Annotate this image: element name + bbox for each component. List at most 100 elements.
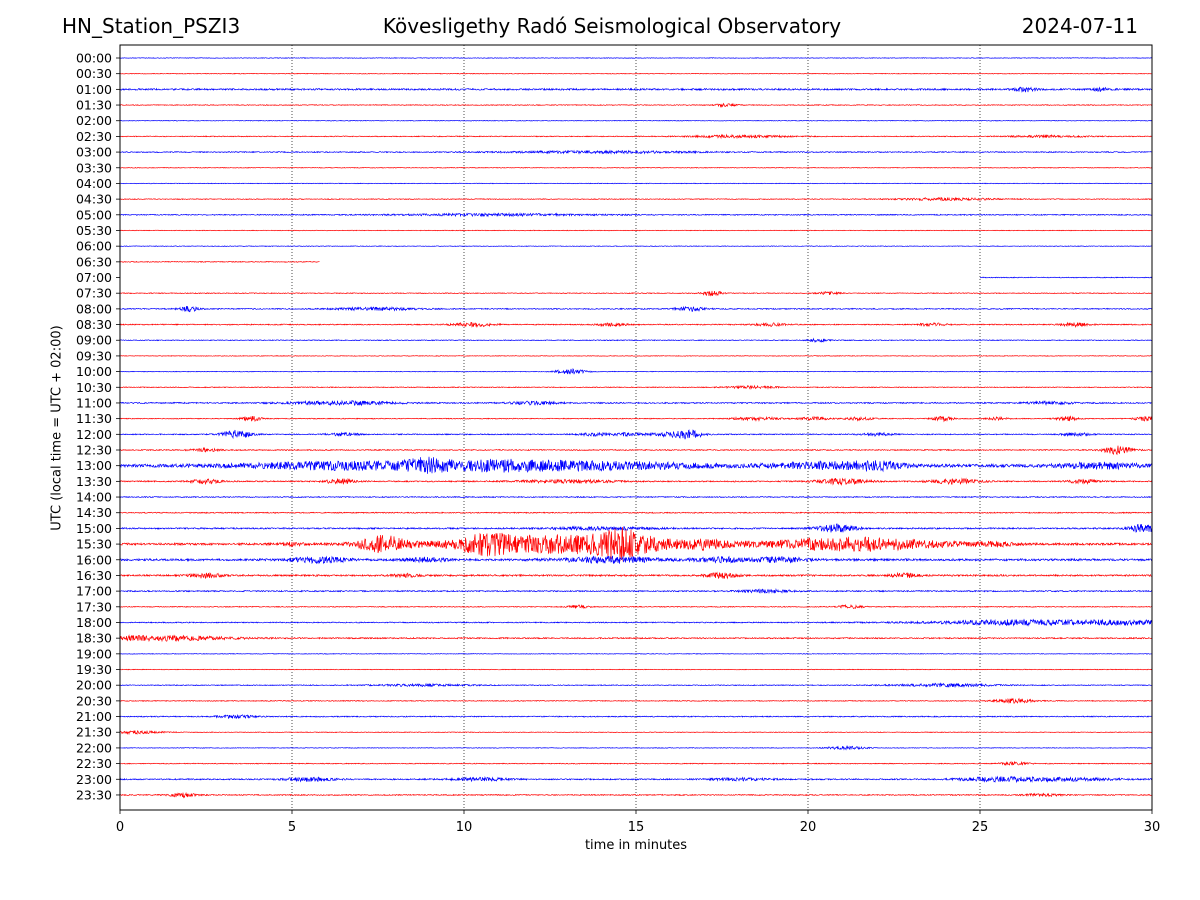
y-tick-label: 08:30 xyxy=(76,317,112,332)
trace-1500 xyxy=(119,523,1153,533)
trace-0000 xyxy=(119,57,1153,59)
trace-1800 xyxy=(119,618,1153,627)
trace-0400 xyxy=(119,182,1153,185)
x-tick-label: 10 xyxy=(456,820,473,835)
trace-0830 xyxy=(120,321,1153,329)
trace-1400 xyxy=(119,495,1153,499)
trace-2100 xyxy=(119,713,1153,720)
y-tick-label: 21:00 xyxy=(76,709,112,724)
x-tick-label: 15 xyxy=(628,820,645,835)
y-tick-label: 15:00 xyxy=(76,521,112,536)
y-tick-label: 06:30 xyxy=(76,254,112,269)
trace-2230 xyxy=(120,760,1153,766)
y-tick-label: 16:30 xyxy=(76,568,112,583)
y-tick-label: 07:00 xyxy=(76,270,112,285)
trace-0600 xyxy=(119,245,1153,247)
grid-lines xyxy=(291,45,981,810)
y-tick-label: 10:00 xyxy=(76,364,112,379)
trace-1900 xyxy=(119,653,1153,655)
trace-1430 xyxy=(119,511,1153,514)
station-name: HN_Station_PSZI3 xyxy=(62,14,241,38)
y-tick-label: 17:00 xyxy=(76,584,112,599)
x-tick-label: 20 xyxy=(800,820,817,835)
x-axis-label: time in minutes xyxy=(584,838,688,853)
trace-1330 xyxy=(119,477,1153,486)
trace-0330 xyxy=(119,166,1153,169)
trace-2200 xyxy=(119,745,1153,751)
y-tick-label: 15:30 xyxy=(76,537,112,552)
trace-0700 xyxy=(979,276,1153,279)
y-tick-label: 10:30 xyxy=(76,380,112,395)
x-tick-label: 25 xyxy=(972,820,989,835)
trace-layer xyxy=(119,57,1153,799)
y-tick-label: 18:30 xyxy=(76,631,112,646)
trace-0800 xyxy=(119,305,1153,313)
trace-1300 xyxy=(119,456,1153,474)
y-tick-label: 04:00 xyxy=(76,176,112,191)
trace-1030 xyxy=(119,384,1153,390)
y-tick-label: 11:30 xyxy=(76,411,112,426)
y-tick-label: 22:30 xyxy=(76,756,112,771)
trace-0730 xyxy=(119,290,1153,297)
y-tick-label: 00:30 xyxy=(76,66,112,81)
trace-0130 xyxy=(119,102,1153,108)
y-tick-label: 13:00 xyxy=(76,458,112,473)
trace-1200 xyxy=(119,429,1153,440)
trace-2130 xyxy=(119,729,1153,736)
y-tick-label: 03:00 xyxy=(76,145,112,160)
y-tick-label: 14:00 xyxy=(76,490,112,505)
y-tick-label: 16:00 xyxy=(76,552,112,567)
trace-1830 xyxy=(119,634,1153,643)
x-tick-label: 0 xyxy=(116,820,124,835)
trace-1930 xyxy=(119,668,1153,671)
y-tick-label: 19:00 xyxy=(76,646,112,661)
trace-1130 xyxy=(119,415,1153,423)
trace-1000 xyxy=(119,367,1153,375)
trace-2330 xyxy=(119,791,1153,799)
y-tick-label: 20:30 xyxy=(76,693,112,708)
y-tick-label: 08:00 xyxy=(76,301,112,316)
y-tick-label: 17:30 xyxy=(76,599,112,614)
y-tick-label: 22:00 xyxy=(76,740,112,755)
trace-0530 xyxy=(119,229,1153,232)
y-tick-label: 09:00 xyxy=(76,333,112,348)
y-tick-label: 02:00 xyxy=(76,113,112,128)
y-tick-label: 05:30 xyxy=(76,223,112,238)
y-tick-label: 04:30 xyxy=(76,192,112,207)
y-tick-label: 00:00 xyxy=(76,51,112,66)
x-ticks: 0 5 10 15 20 25 30 xyxy=(116,810,1160,835)
trace-1230 xyxy=(119,445,1153,456)
y-tick-label: 11:00 xyxy=(76,395,112,410)
trace-0430 xyxy=(119,196,1153,202)
y-tick-label: 21:30 xyxy=(76,725,112,740)
trace-1630 xyxy=(119,571,1153,580)
y-tick-label: 13:30 xyxy=(76,474,112,489)
y-tick-label: 01:00 xyxy=(76,82,112,97)
y-axis-label: UTC (local time = UTC + 02:00) xyxy=(49,325,65,531)
chart-title: Kövesligethy Radó Seismological Observat… xyxy=(382,14,842,38)
y-tick-label: 19:30 xyxy=(76,662,112,677)
trace-0300 xyxy=(119,149,1153,155)
trace-0630 xyxy=(119,260,320,263)
y-tick-label: 09:30 xyxy=(76,348,112,363)
trace-1600 xyxy=(119,555,1153,565)
y-tick-label: 12:00 xyxy=(76,427,112,442)
y-tick-label: 18:00 xyxy=(76,615,112,630)
x-tick-label: 5 xyxy=(288,820,296,835)
trace-0900 xyxy=(119,337,1153,343)
trace-1100 xyxy=(119,399,1153,407)
trace-2000 xyxy=(119,682,1153,689)
y-tick-label: 05:00 xyxy=(76,207,112,222)
y-tick-label: 02:30 xyxy=(76,129,112,144)
y-tick-label: 14:30 xyxy=(76,505,112,520)
y-tick-label: 23:30 xyxy=(76,787,112,802)
y-tick-label: 23:00 xyxy=(76,772,112,787)
chart-date: 2024-07-11 xyxy=(1021,14,1138,38)
trace-0200 xyxy=(119,119,1153,122)
trace-0030 xyxy=(119,72,1153,75)
y-tick-label: 07:30 xyxy=(76,286,112,301)
y-tick-label: 20:00 xyxy=(76,678,112,693)
y-ticks: 00:0000:3001:0001:3002:0002:3003:0003:30… xyxy=(76,51,120,802)
trace-0930 xyxy=(119,355,1153,357)
